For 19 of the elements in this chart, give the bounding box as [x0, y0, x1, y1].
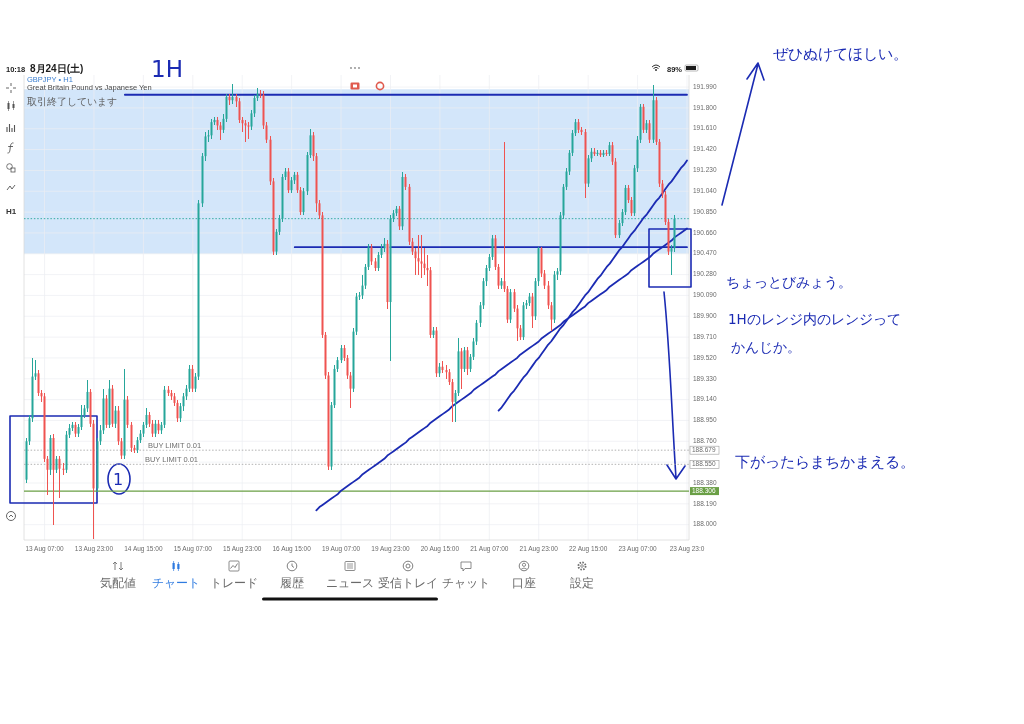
text: 口座 [512, 576, 536, 590]
text: 履歴 [280, 576, 304, 590]
text: チャート [152, 576, 200, 590]
text: ちょっとびみょう。 [726, 274, 852, 290]
annotation: 1H [151, 56, 183, 82]
text: 気配値 [100, 576, 136, 590]
text: H1 [5, 207, 17, 216]
text: 下がったらまちかまえる。 [735, 453, 915, 471]
text: 1Hのレンジ内のレンジって [728, 311, 901, 327]
annotation: 取引終了しています [27, 96, 117, 107]
text: ぜひぬけてほしい。 [773, 45, 908, 63]
annotation: 1 [112, 470, 124, 489]
text: ニュース [326, 576, 374, 590]
text: かんじか。 [731, 339, 801, 355]
text: 受信トレイ [378, 576, 438, 590]
text: 8月24日(土) [30, 63, 84, 74]
text: チャット [442, 576, 490, 590]
text: 設定 [570, 576, 594, 590]
text: トレード [210, 576, 258, 590]
